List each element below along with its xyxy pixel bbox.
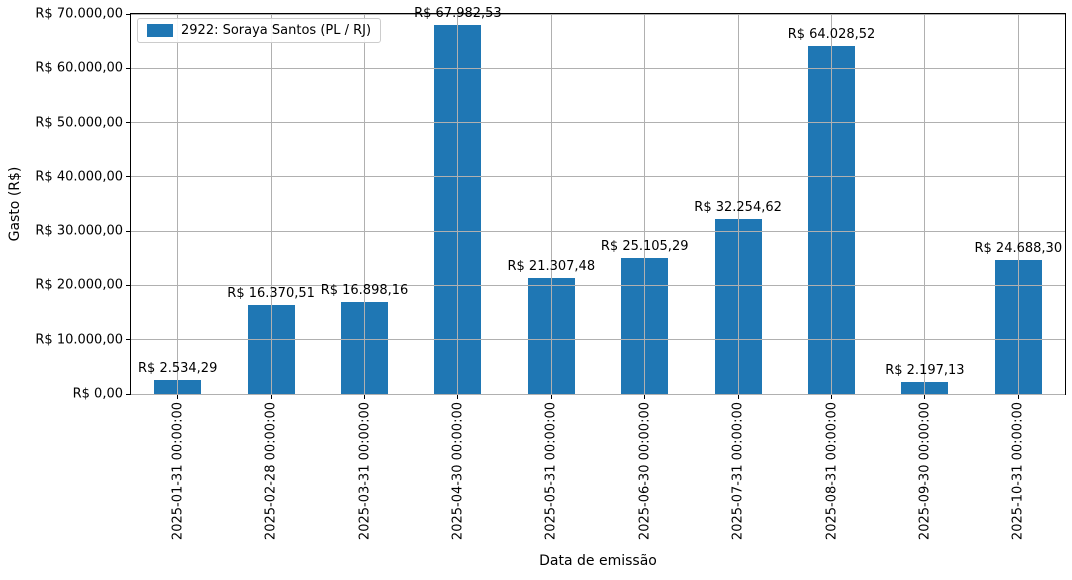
legend-swatch-icon (147, 24, 173, 37)
x-tick-mark (364, 395, 365, 399)
gridline-vertical (364, 14, 365, 394)
gridline-vertical (924, 14, 926, 394)
y-tick-label: R$ 60.000,00 (35, 60, 123, 76)
x-tick-label: 2025-01-31 00:00:00 (170, 402, 186, 541)
x-tick-label: 2025-10-31 00:00:00 (1010, 402, 1026, 541)
y-tick-label: R$ 10.000,00 (35, 332, 123, 348)
y-tick-label: R$ 30.000,00 (35, 223, 123, 239)
gridline-horizontal (131, 339, 1065, 341)
x-tick-label: 2025-08-31 00:00:00 (824, 402, 839, 541)
x-tick-mark (644, 395, 646, 399)
y-tick-mark (126, 230, 130, 232)
gridline-vertical (457, 14, 459, 394)
y-tick-label: R$ 20.000,00 (35, 277, 123, 293)
x-tick-mark (831, 395, 832, 399)
bar-value-label: R$ 21.307,48 (507, 259, 596, 275)
gridline-vertical (831, 14, 832, 394)
y-tick-mark (126, 284, 130, 286)
x-tick-label: 2025-05-31 00:00:00 (543, 402, 559, 541)
x-tick-label: 2025-07-31 00:00:00 (730, 402, 746, 541)
gridline-horizontal (131, 122, 1065, 124)
y-axis-label: Gasto (R$) (7, 166, 23, 242)
x-tick-mark (737, 395, 739, 399)
gridline-horizontal (131, 13, 1065, 15)
x-tick-mark (1017, 395, 1019, 399)
bar-value-label: R$ 64.028,52 (787, 27, 876, 43)
gridline-horizontal (131, 176, 1065, 178)
x-tick-label: 2025-03-31 00:00:00 (357, 402, 372, 541)
legend-label: 2922: Soraya Santos (PL / RJ) (181, 23, 372, 38)
y-tick-mark (126, 339, 130, 341)
y-tick-label: R$ 70.000,00 (35, 6, 123, 22)
y-tick-mark (126, 393, 130, 395)
y-tick-mark (126, 122, 130, 124)
x-tick-label: 2025-09-30 00:00:00 (917, 402, 933, 541)
bar-value-label: R$ 25.105,29 (600, 238, 689, 254)
gridline-vertical (737, 14, 739, 394)
x-tick-mark (924, 395, 926, 399)
gridline-vertical (270, 14, 272, 394)
gridline-horizontal (131, 67, 1065, 69)
x-tick-label: 2025-06-30 00:00:00 (637, 402, 653, 541)
bar-value-label: R$ 16.370,51 (227, 286, 315, 302)
bar-value-label: R$ 2.534,29 (138, 361, 218, 377)
y-tick-label: R$ 50.000,00 (35, 115, 123, 131)
gridline-vertical (550, 14, 552, 394)
y-tick-mark (126, 13, 130, 15)
gridline-vertical (177, 14, 179, 394)
x-axis-label: Data de emissão (539, 553, 657, 569)
gridline-vertical (1017, 14, 1019, 394)
gridline-horizontal (131, 230, 1065, 232)
x-tick-label: 2025-02-28 00:00:00 (263, 402, 279, 541)
x-tick-mark (550, 395, 552, 399)
bar-value-label: R$ 2.197,13 (885, 363, 965, 379)
gridline-vertical (644, 14, 646, 394)
y-tick-mark (126, 176, 130, 178)
y-tick-label: R$ 40.000,00 (35, 169, 123, 185)
x-tick-mark (457, 395, 459, 399)
x-tick-mark (177, 395, 179, 399)
bar-value-label: R$ 24.688,30 (974, 240, 1063, 256)
x-tick-mark (270, 395, 272, 399)
y-tick-label: R$ 0,00 (72, 386, 123, 402)
x-tick-label: 2025-04-30 00:00:00 (450, 402, 466, 541)
legend: 2922: Soraya Santos (PL / RJ) (137, 18, 382, 43)
y-tick-mark (126, 67, 130, 69)
bar-value-label: R$ 16.898,16 (320, 283, 409, 299)
bar-value-label: R$ 32.254,62 (694, 199, 782, 215)
gridline-horizontal (131, 284, 1065, 286)
bar-value-label: R$ 67.982,53 (414, 5, 502, 21)
